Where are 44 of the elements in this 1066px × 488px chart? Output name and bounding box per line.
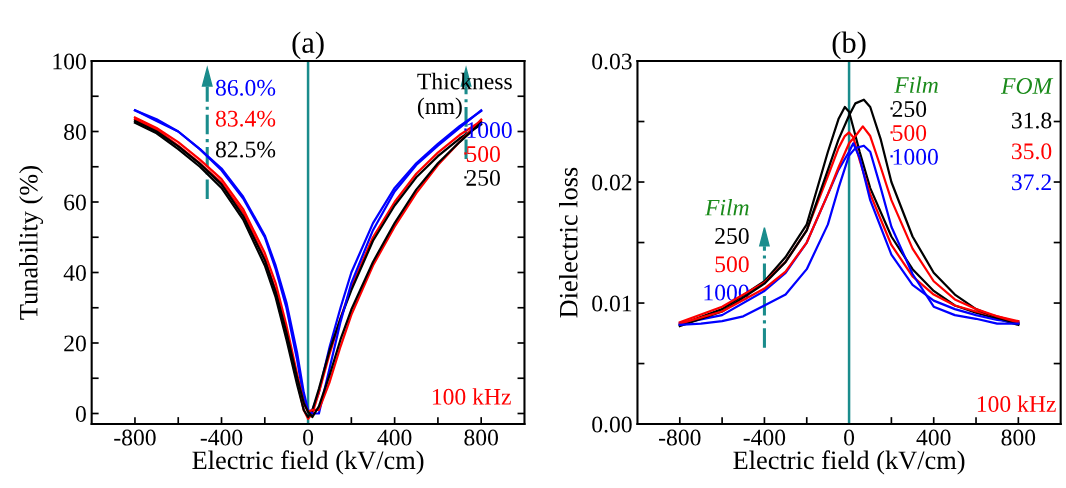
annotation: 35.0 (1012, 143, 1052, 160)
y-axis-title: Tunability (%) (19, 166, 44, 320)
x-tick-label: 0 (303, 429, 314, 446)
annotation: 86.0% (215, 79, 276, 96)
legend-label: 500 (466, 146, 500, 162)
x-axis-title: Electric field (kV/cm) (192, 450, 424, 475)
chart-title: (a) (292, 31, 324, 60)
y-tick-label: 0.02 (592, 174, 632, 191)
legend-label: 250 (466, 169, 500, 186)
annotation: 83.4% (215, 110, 276, 127)
chart-title: (b) (832, 31, 866, 60)
legend-label: 250 (892, 101, 927, 117)
x-tick-label: 400 (916, 429, 951, 446)
annotation: 500 (715, 256, 749, 273)
annotation: 31.8 (1012, 112, 1052, 129)
y-tick-label: 100 (53, 53, 86, 70)
annotation: 37.2 (1012, 174, 1051, 191)
x-tick-label: -400 (200, 429, 243, 446)
x-tick-label: -800 (114, 429, 156, 446)
x-tick-label: 0 (844, 429, 855, 446)
annotation: Film (704, 198, 749, 216)
annotation: 82.5% (215, 141, 276, 158)
y-axis-title: Dielectric loss (559, 167, 578, 318)
x-tick-label: 800 (1001, 429, 1036, 446)
annotation: 250 (715, 227, 749, 244)
y-tick-label: 0.03 (592, 53, 632, 70)
legend-label: 1000 (893, 148, 938, 165)
legend-title: Film (894, 76, 938, 93)
legend-label: 500 (892, 124, 927, 141)
x-tick-label: -800 (659, 429, 701, 446)
y-tick-label: 40 (63, 264, 86, 281)
x-tick-label: -400 (743, 429, 786, 446)
y-tick-label: 0.00 (592, 416, 632, 433)
annotation: 100 kHz (432, 388, 511, 405)
y-tick-label: 20 (64, 335, 86, 352)
x-axis-title: Electric field (kV/cm) (733, 450, 965, 475)
y-tick-label: 60 (64, 194, 86, 211)
x-tick-label: 400 (377, 429, 412, 446)
annotation: FOM (1000, 78, 1054, 94)
y-tick-label: 0.01 (592, 295, 632, 312)
x-tick-label: 800 (464, 429, 498, 446)
annotation: 100 kHz (977, 395, 1056, 413)
y-tick-label: 0 (75, 405, 86, 422)
y-tick-label: 80 (64, 123, 86, 140)
